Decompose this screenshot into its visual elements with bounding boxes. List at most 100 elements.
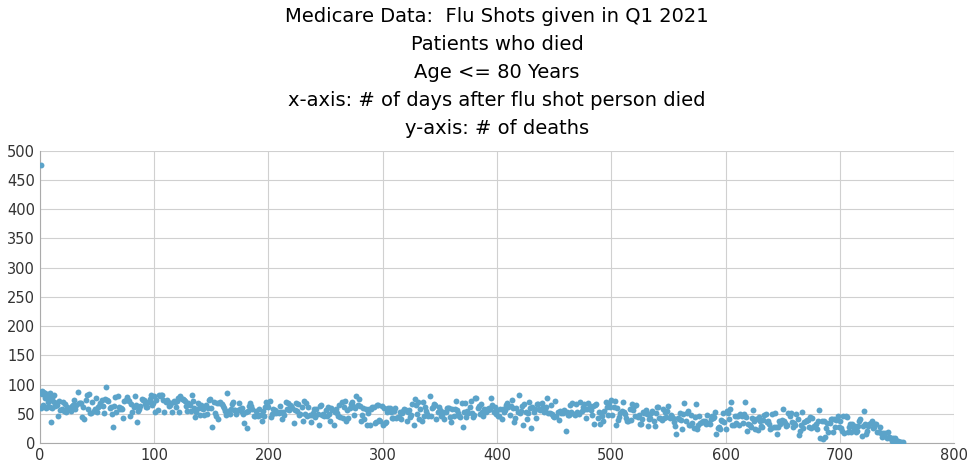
Point [193,401,209,409]
Point [211,415,226,423]
Point [54,406,69,413]
Point [230,407,246,414]
Point [844,420,860,428]
Point [603,403,618,411]
Point [267,406,283,413]
Point [130,418,145,425]
Point [262,398,278,405]
Point [127,392,142,400]
Point [248,407,263,415]
Point [743,423,759,431]
Point [150,407,166,414]
Point [379,408,395,416]
Point [43,389,58,397]
Point [333,398,349,406]
Point [416,413,432,420]
Point [106,402,122,410]
Point [119,393,135,400]
Point [214,400,229,408]
Point [786,419,801,427]
Point [284,403,299,410]
Point [445,405,460,413]
Point [332,401,347,409]
Point [458,414,474,421]
Point [326,421,341,428]
Point [522,399,537,406]
Point [636,408,651,416]
Point [583,407,599,414]
Point [549,412,565,420]
Point [47,402,62,410]
Point [842,420,858,428]
Point [311,421,327,429]
Point [158,399,174,406]
Point [314,411,330,418]
Point [532,406,548,414]
Point [423,413,439,420]
Point [728,420,744,427]
Point [734,413,750,420]
Point [569,408,585,416]
Point [889,437,905,445]
Point [856,407,872,415]
Point [88,394,103,402]
Point [92,402,107,410]
Point [520,409,535,416]
Point [156,396,172,404]
Point [272,402,288,410]
Point [418,407,434,415]
Point [566,411,582,418]
Point [256,412,272,420]
Point [558,427,573,435]
Point [849,427,865,435]
Point [226,406,242,414]
Point [34,387,50,394]
Point [100,398,116,405]
Point [426,400,442,408]
Point [68,402,84,409]
Point [861,422,877,430]
Point [350,401,366,409]
Point [217,407,233,415]
Point [592,420,607,428]
Point [652,414,668,422]
Point [140,399,156,406]
Point [833,424,848,432]
Point [318,407,333,414]
Point [139,404,155,411]
Point [118,396,134,404]
Point [575,404,591,411]
Point [95,402,110,410]
Point [410,411,425,418]
Point [646,422,662,429]
Point [168,403,183,410]
Point [141,395,157,403]
Point [173,392,188,400]
Point [622,405,638,412]
Point [132,405,147,413]
Point [563,402,578,409]
Point [859,427,875,435]
Point [871,428,886,436]
Point [523,404,538,412]
Point [323,417,338,425]
Point [232,405,248,413]
Point [696,419,712,426]
Point [847,422,863,430]
Point [413,417,429,425]
Point [346,411,362,419]
Point [807,423,823,430]
Point [405,400,420,407]
Point [606,397,622,405]
Point [749,415,764,423]
Point [518,408,533,415]
Point [798,417,813,425]
Point [487,403,502,410]
Point [290,407,305,415]
Point [44,418,59,425]
Point [621,418,637,425]
Point [105,423,121,431]
Point [265,406,281,413]
Point [107,393,123,400]
Point [198,401,214,408]
